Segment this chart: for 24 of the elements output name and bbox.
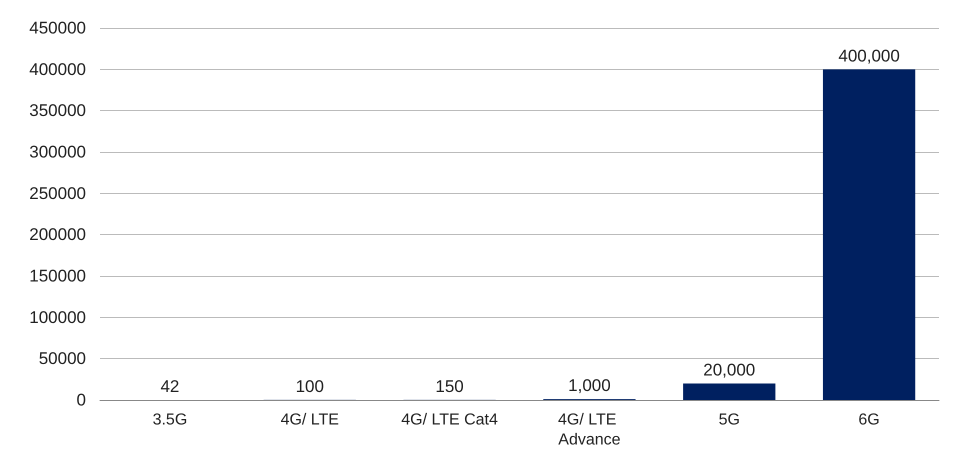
y-tick-label: 150000	[29, 266, 86, 286]
x-tick-label: 5G	[718, 412, 740, 428]
data-label: 42	[160, 376, 180, 396]
y-tick-label: 350000	[29, 101, 86, 120]
x-tick-label: 3.5G	[152, 412, 188, 428]
x-tick-label: 4G/ LTE	[280, 412, 339, 428]
y-tick-label: 0	[76, 390, 86, 410]
data-label: 400,000	[838, 46, 900, 66]
bar	[822, 69, 916, 400]
data-label: 20,000	[703, 360, 756, 380]
y-tick-label: 200000	[29, 225, 86, 244]
data-label: 1,000	[568, 376, 611, 396]
bar	[683, 383, 776, 400]
y-tick-label: 300000	[29, 142, 86, 162]
x-tick-label: 4G/ LTE Advance	[558, 412, 621, 448]
y-tick-label: 450000	[29, 18, 86, 38]
data-label: 150	[435, 376, 464, 396]
data-label: 100	[296, 376, 324, 396]
x-tick-label: 4G/ LTE Cat4	[401, 412, 498, 428]
y-tick-label: 400000	[29, 60, 86, 79]
y-tick-label: 50000	[38, 349, 86, 368]
x-tick-label: 6G	[858, 412, 880, 428]
y-tick-label: 250000	[29, 184, 86, 203]
y-tick-label: 100000	[29, 308, 86, 327]
